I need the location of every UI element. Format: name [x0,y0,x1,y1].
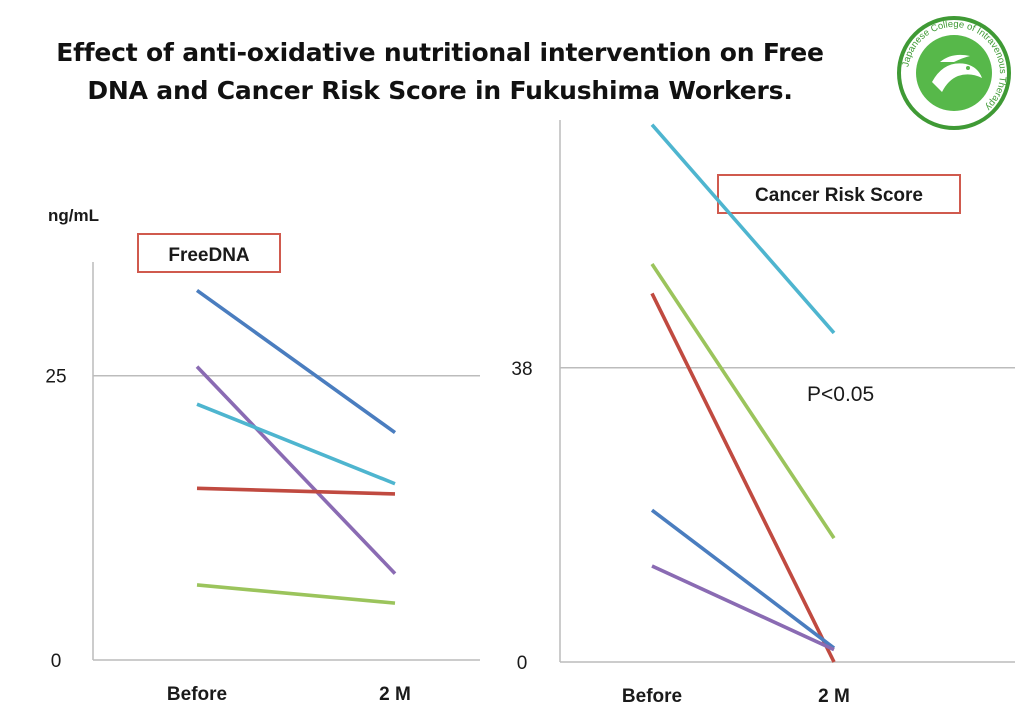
series-line [196,583,396,605]
legend-label: Cancer Risk Score [755,185,923,206]
x-category-label: 2 M [379,684,411,705]
series-line [196,486,396,496]
chart-title: Effect of anti-oxidative nutritional int… [0,34,880,110]
y-tick-label: 25 [45,367,66,388]
series-line [195,288,397,435]
title-line-1: Effect of anti-oxidative nutritional int… [56,38,824,67]
series-line [650,123,836,335]
p-value-annotation: P<0.05 [807,383,874,406]
y-tick-label: 38 [511,359,532,380]
series-line [650,292,836,663]
series-line [650,263,836,540]
y-tick-label: 0 [51,651,62,672]
y-axis-unit-label: ng/mL [48,206,99,225]
series-line [650,508,836,650]
legend-box [137,233,281,273]
series-line [651,564,835,652]
legend-label: FreeDNA [168,245,250,266]
series-line [196,402,396,486]
title-line-2: DNA and Cancer Risk Score in Fukushima W… [87,76,793,105]
freedna-chart: ng/mL FreeDNA 25 0 Before 2 M [45,206,480,705]
college-logo: Japanese College of Intravenous Therapy [892,12,1016,134]
cancer-risk-chart: Cancer Risk Score P<0.05 38 0 Before 2 M [511,120,1015,707]
legend-box [717,174,961,214]
y-tick-label: 0 [517,653,528,674]
series-line [195,365,397,575]
x-category-label: 2 M [818,686,850,707]
x-category-label: Before [167,684,227,705]
x-category-label: Before [622,686,682,707]
